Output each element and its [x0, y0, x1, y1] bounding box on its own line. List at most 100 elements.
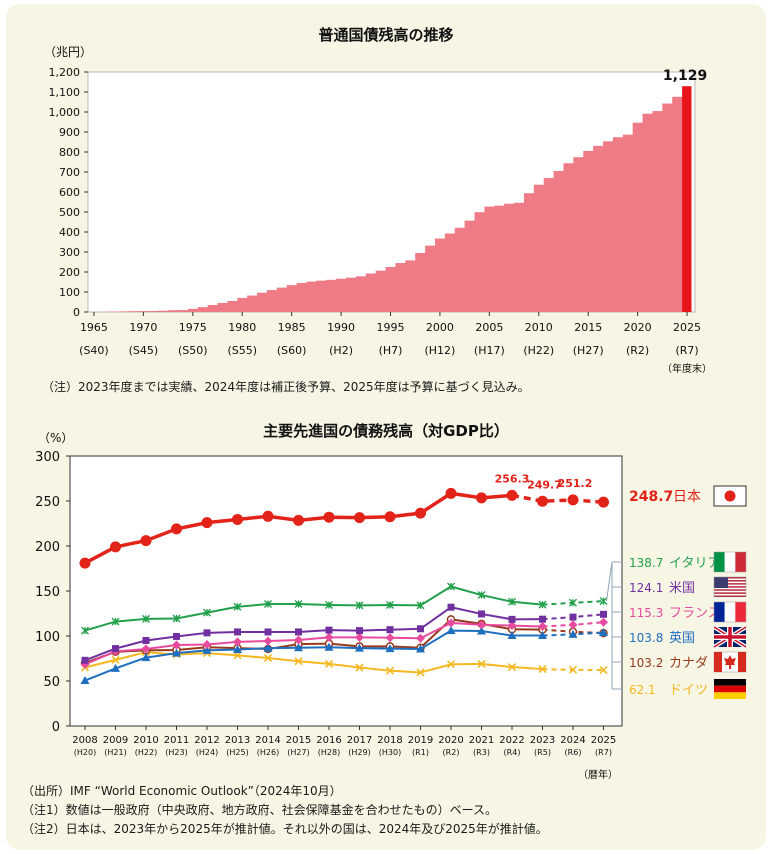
- bond-bar: [494, 205, 505, 312]
- debt-x-era-label: (R5): [534, 748, 551, 757]
- uk-flag: [712, 625, 748, 649]
- legend-country-name: ドイツ: [669, 683, 708, 698]
- debt-x-tick-label: 2016: [316, 735, 341, 746]
- debt-point: [446, 618, 456, 628]
- japan-data-label: 256.3: [495, 472, 530, 485]
- debt-point: [233, 651, 242, 660]
- bond-bar: [316, 280, 327, 312]
- debt-x-tick-label: 2023: [530, 735, 555, 746]
- bond-bar: [346, 277, 357, 312]
- legend-country-name: 英国: [669, 631, 695, 646]
- bond-era-label: (R7): [675, 344, 698, 357]
- note-1: （注1）数値は一般政府（中央政府、地方政府、社会保障基金を合わせたもの）ベース。: [22, 803, 498, 817]
- bond-era-label: (H17): [474, 344, 505, 357]
- bond-era-label: (H7): [379, 344, 403, 357]
- debt-point: [173, 632, 180, 640]
- bond-chart-title: 普通国債残高の推移: [318, 26, 453, 44]
- bond-era-label: (H12): [424, 344, 455, 357]
- bond-y-tick-label: 1,200: [49, 66, 81, 79]
- bond-bar: [434, 238, 446, 312]
- debt-x-tick-label: 2014: [255, 735, 280, 746]
- debt-x-era-label: (H29): [348, 748, 370, 757]
- debt-point: [81, 656, 89, 664]
- debt-point: [569, 613, 577, 621]
- debt-x-era-label: (R6): [565, 748, 582, 757]
- debt-point: [600, 610, 607, 618]
- debt-point: [202, 645, 212, 654]
- bond-y-tick-label: 100: [59, 286, 80, 299]
- debt-x-era-label: (H20): [74, 748, 96, 757]
- debt-x-tick-label: 2019: [408, 735, 433, 746]
- debt-point: [263, 636, 273, 646]
- debt-x-tick-label: 2022: [499, 735, 524, 746]
- debt-series-japan: [79, 487, 609, 569]
- debt-x-tick-label: 2018: [377, 735, 402, 746]
- debt-point: [599, 628, 608, 637]
- debt-point: [111, 617, 120, 626]
- bond-y-tick-label: 700: [59, 166, 80, 179]
- debt-x-era-label: (H28): [318, 748, 340, 757]
- bond-last-value-label: 1,129: [663, 68, 707, 84]
- debt-point: [171, 523, 182, 535]
- debt-x-tick-label: 2010: [133, 735, 158, 746]
- italy-flag: [713, 551, 747, 573]
- debt-point: [568, 665, 578, 674]
- bond-bar: [563, 163, 574, 312]
- debt-line-actual: [84, 651, 543, 674]
- debt-point: [446, 626, 456, 635]
- bond-y-tick-label: 400: [59, 226, 80, 239]
- debt-point: [323, 511, 335, 523]
- bond-x-tick-label: 2010: [525, 321, 553, 334]
- debt-x-era-label: (H21): [104, 748, 126, 757]
- bond-bar: [197, 307, 209, 312]
- debt-point: [477, 659, 486, 668]
- debt-x-era-label: (H22): [135, 748, 157, 757]
- bond-bar: [612, 137, 624, 312]
- debt-line-actual: [84, 629, 543, 682]
- debt-point: [355, 601, 364, 610]
- debt-point: [416, 644, 425, 653]
- debt-point: [81, 626, 89, 635]
- bond-x-tick-label: 1990: [327, 321, 355, 334]
- bond-bar: [286, 285, 297, 312]
- bond-bar: [118, 311, 129, 312]
- bond-y-tick-label: 800: [59, 146, 80, 159]
- debt-point: [384, 511, 396, 523]
- bond-bar: [227, 301, 238, 312]
- debt-point: [294, 643, 303, 652]
- debt-point: [416, 601, 425, 610]
- debt-point: [172, 648, 181, 657]
- canada-flag: [713, 651, 747, 673]
- debt-point: [356, 627, 363, 635]
- debt-point: [508, 597, 516, 606]
- debt-point: [355, 663, 364, 672]
- debt-series-usa: [81, 603, 607, 664]
- debt-point: [172, 614, 181, 623]
- bond-bar: [603, 141, 614, 312]
- bond-x-unit-label: （年度末）: [662, 362, 712, 375]
- debt-series-uk: [80, 626, 608, 685]
- bond-y-tick-label: 900: [59, 126, 80, 139]
- bond-bar: [514, 202, 525, 312]
- debt-point: [539, 615, 546, 623]
- bond-bar: [632, 122, 643, 313]
- debt-point: [446, 660, 456, 669]
- bond-x-tick-label: 2020: [624, 321, 652, 334]
- debt-x-era-label: (H25): [226, 748, 248, 757]
- debt-point: [386, 600, 394, 609]
- bond-bar: [296, 282, 307, 312]
- debt-point: [325, 626, 333, 634]
- debt-line-actual: [84, 621, 543, 666]
- bond-bar: [326, 279, 337, 312]
- bond-bar: [138, 311, 149, 312]
- bond-era-label: (S40): [79, 344, 109, 357]
- debt-x-tick-label: 2020: [438, 735, 463, 746]
- debt-point: [142, 614, 150, 623]
- bond-bar: [652, 111, 663, 312]
- legend-value: 138.7: [629, 556, 663, 570]
- debt-y-axis-label: （%）: [38, 431, 73, 445]
- debt-y-tick-label: 50: [43, 675, 60, 690]
- debt-x-tick-label: 2008: [72, 735, 97, 746]
- bond-bar: [257, 292, 268, 312]
- debt-point: [445, 487, 457, 499]
